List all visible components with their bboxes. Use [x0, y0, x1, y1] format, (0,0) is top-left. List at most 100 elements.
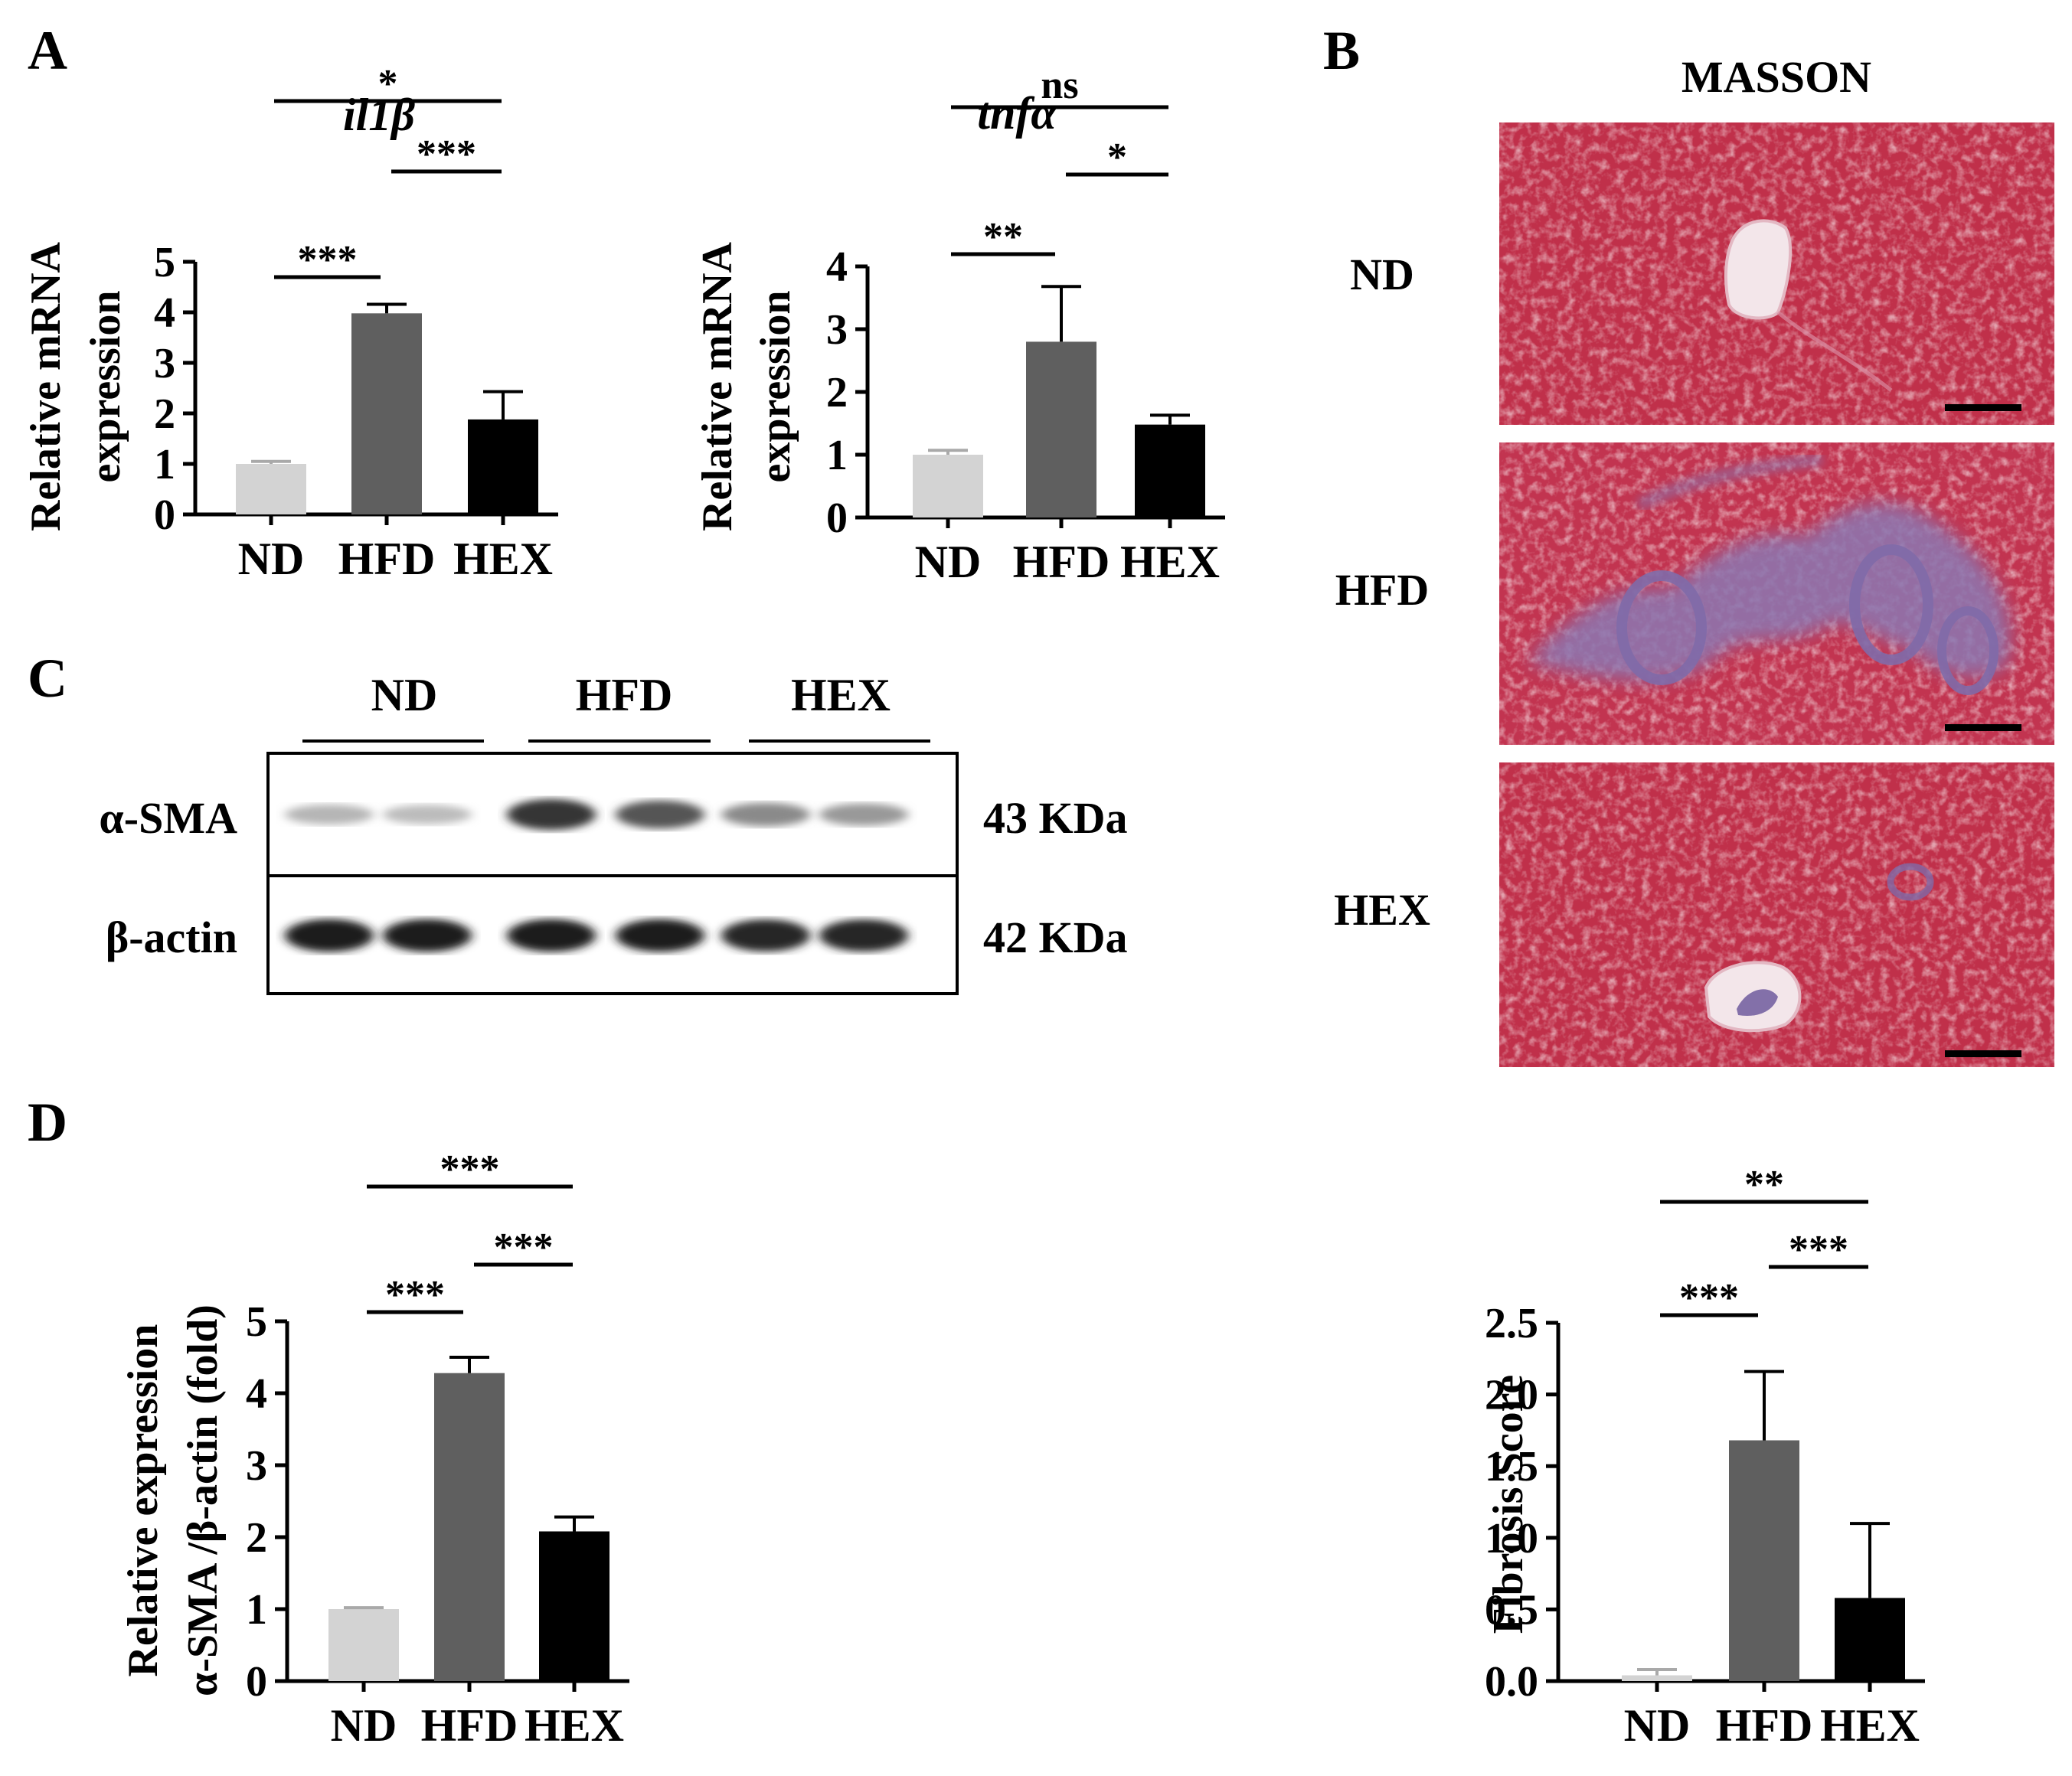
significance-label: *	[1107, 135, 1127, 179]
bar-hfd	[1729, 1440, 1799, 1681]
significance-label: **	[983, 215, 1023, 259]
x-tick-label: HEX	[525, 1700, 624, 1751]
histology-panel: MASSON ND HFD HEX	[1334, 52, 2054, 1067]
wb-band	[616, 800, 704, 829]
wb-band	[383, 805, 472, 824]
significance-label: ***	[298, 238, 358, 282]
histology-image-nd	[1499, 122, 2054, 425]
wb-size-label: 43 KDa	[983, 793, 1128, 843]
wb-band	[507, 798, 596, 831]
bar-hfd	[1026, 341, 1096, 517]
western-blot: ND HFD HEX α-SMA β-actin 43 KDa 42 KDa	[99, 670, 1128, 995]
y-axis-label: Fibrosis Score	[1485, 1375, 1532, 1634]
significance-label: ***	[440, 1148, 500, 1191]
y-axis-label: Relative mRNA	[694, 241, 741, 531]
y-tick-label: 3	[826, 306, 848, 354]
y-axis-label: Relative mRNA	[22, 241, 70, 531]
bar-hex	[1135, 424, 1205, 517]
y-axis-label: Relative expression	[119, 1324, 167, 1677]
wb-frame	[266, 752, 959, 995]
x-tick-label: ND	[1624, 1700, 1691, 1751]
x-tick-label: HEX	[1820, 1700, 1920, 1751]
scale-bar	[1945, 404, 2021, 411]
y-tick-label: 1	[826, 432, 848, 479]
wb-group-label: HEX	[791, 670, 891, 720]
y-tick-label: 1.0	[1485, 1515, 1538, 1562]
y-tick-label: 0	[826, 495, 848, 542]
significance-label: ***	[1789, 1228, 1848, 1272]
histology-row-label: ND	[1350, 250, 1414, 299]
x-tick-label: ND	[331, 1700, 397, 1751]
wb-band	[285, 919, 374, 952]
scale-bar	[1945, 1050, 2021, 1057]
significance-label: ***	[1679, 1276, 1739, 1320]
chart-tnfa: 0 1 2 3 4 ND HFD HEX Relative mRNA expression tnfα…	[694, 64, 1225, 587]
y-tick-label: 1.5	[1485, 1443, 1538, 1490]
y-tick-label: 4	[826, 243, 848, 291]
y-tick-label: 0.0	[1485, 1658, 1538, 1706]
wb-band	[819, 803, 908, 826]
wb-protein-label: α-SMA	[99, 793, 237, 843]
y-tick-label: 5	[154, 239, 175, 286]
bar-nd	[328, 1609, 399, 1681]
y-tick-label: 3	[246, 1442, 267, 1490]
chart-fibrosis: 0.0 0.5 1.0 1.5 2.0 2.5 ND HFD HEX Fibrosis Score…	[1485, 1163, 1925, 1751]
chart-title: il1β	[343, 90, 415, 140]
bar-hex	[1835, 1598, 1905, 1681]
y-tick-label: 0	[246, 1658, 267, 1706]
bar-hfd	[434, 1373, 505, 1681]
y-tick-label: 3	[154, 340, 175, 387]
x-tick-label: HFD	[1716, 1700, 1813, 1751]
wb-band	[383, 919, 472, 952]
significance-label: ns	[1041, 64, 1078, 107]
significance-label: ***	[417, 132, 476, 176]
significance-label: ***	[494, 1226, 554, 1269]
panel-letter-c: C	[28, 648, 67, 709]
significance-label: *	[378, 62, 398, 106]
wb-band	[285, 805, 374, 824]
bar-hex	[468, 419, 538, 514]
histology-image-hfd	[1499, 442, 2054, 745]
wb-band	[507, 919, 596, 952]
histology-stain-label: MASSON	[1681, 52, 1871, 102]
y-tick-label: 0	[154, 491, 175, 539]
y-tick-label: 2	[246, 1514, 267, 1562]
significance-label: ***	[385, 1273, 445, 1317]
chart-sma: 0 1 2 3 4 5 ND HFD HEX Relative expression α-SMA /…	[119, 1148, 629, 1751]
bar-nd	[913, 455, 983, 517]
bar-nd	[1622, 1675, 1692, 1681]
x-tick-label: HFD	[421, 1700, 518, 1751]
bar-hex	[539, 1531, 610, 1681]
panel-letter-d: D	[28, 1092, 67, 1153]
x-tick-label: HFD	[1013, 537, 1110, 587]
wb-band	[721, 919, 810, 952]
y-tick-label: 2.5	[1485, 1300, 1538, 1347]
wb-band	[721, 802, 810, 827]
significance-label: **	[1744, 1163, 1784, 1206]
x-tick-label: ND	[238, 534, 305, 584]
histology-row-label: HEX	[1334, 885, 1430, 935]
x-tick-label: HEX	[1120, 537, 1220, 587]
bar-hfd	[351, 313, 422, 514]
y-tick-label: 5	[246, 1298, 267, 1346]
x-tick-label: ND	[915, 537, 982, 587]
wb-group-label: ND	[371, 670, 438, 720]
panel-letter-a: A	[28, 20, 67, 81]
wb-band	[819, 919, 908, 952]
wb-group-label: HFD	[576, 670, 673, 720]
panel-letter-b: B	[1323, 20, 1360, 81]
x-tick-label: HEX	[453, 534, 553, 584]
x-tick-label: HFD	[338, 534, 436, 584]
chart-title: tnfα	[977, 88, 1057, 139]
y-tick-label: 1	[154, 441, 175, 488]
histology-row-label: HFD	[1335, 565, 1429, 615]
y-axis-label: α-SMA /β-actin (fold)	[179, 1304, 227, 1696]
wb-protein-label: β-actin	[106, 912, 237, 962]
y-tick-label: 2	[826, 369, 848, 416]
wb-size-label: 42 KDa	[983, 912, 1128, 962]
scale-bar	[1945, 724, 2021, 731]
y-axis-label: expression	[82, 291, 129, 483]
y-tick-label: 1	[246, 1586, 267, 1634]
